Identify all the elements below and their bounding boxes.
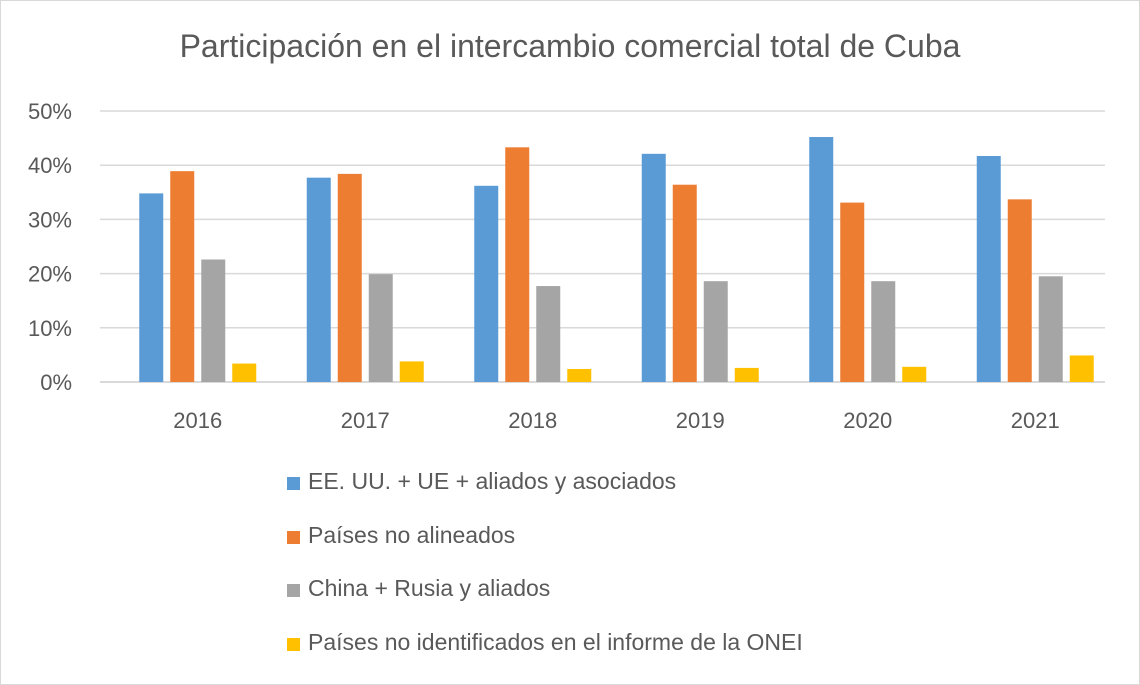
bar-2020-series-0	[809, 137, 834, 382]
bar-2021-series-3	[1069, 355, 1094, 382]
bar-2017-series-2	[368, 274, 393, 382]
bar-2019-series-0	[641, 153, 666, 382]
legend-item: Países no identificados en el informe de…	[287, 629, 803, 683]
bar-2019-series-1	[672, 184, 697, 382]
y-tick-label: 50%	[28, 99, 72, 124]
bar-2019-series-2	[703, 281, 728, 382]
legend-swatch	[287, 637, 300, 651]
bar-2016-series-2	[201, 259, 226, 382]
legend-label: China + Rusia y aliados	[308, 575, 551, 601]
x-tick-label: 2021	[1011, 408, 1060, 433]
bar-2017-series-3	[399, 361, 424, 382]
y-tick-label: 20%	[28, 262, 72, 287]
legend-swatch	[287, 477, 300, 490]
bar-2020-series-3	[902, 366, 927, 382]
y-tick-label: 30%	[28, 207, 72, 232]
x-tick-label: 2019	[676, 408, 725, 433]
bar-2019-series-3	[734, 367, 759, 382]
legend-swatch	[287, 584, 300, 597]
legend-label: EE. UU. + UE + aliados y asociados	[308, 468, 677, 494]
bar-2016-series-1	[170, 171, 195, 382]
chart-title: Participación en el intercambio comercia…	[179, 28, 961, 64]
y-tick-label: 40%	[28, 153, 72, 178]
bar-2021-series-1	[1007, 199, 1032, 382]
y-tick-label: 10%	[28, 316, 72, 341]
bar-2018-series-3	[567, 368, 592, 382]
bar-2016-series-3	[232, 363, 257, 382]
bar-2016-series-0	[139, 193, 164, 382]
legend-swatch	[287, 530, 300, 544]
bar-2018-series-2	[536, 286, 561, 382]
bar-2021-series-0	[976, 155, 1001, 382]
x-tick-label: 2016	[173, 408, 222, 433]
x-tick-label: 2020	[843, 408, 892, 433]
legend-item: EE. UU. + UE + aliados y asociados	[287, 468, 803, 522]
x-tick-label: 2018	[508, 408, 557, 433]
bar-2018-series-0	[474, 185, 499, 382]
bar-2021-series-2	[1038, 276, 1063, 382]
legend-item: China + Rusia y aliados	[287, 575, 803, 629]
bar-2020-series-2	[871, 281, 896, 382]
x-tick-label: 2017	[341, 408, 390, 433]
bar-2017-series-1	[337, 173, 362, 382]
legend-label: Países no identificados en el informe de…	[308, 628, 803, 655]
bar-2017-series-0	[306, 177, 331, 382]
bar-2020-series-1	[840, 202, 865, 382]
y-tick-label: 0%	[40, 370, 72, 395]
bar-2018-series-1	[505, 147, 530, 382]
legend-label: Países no alineados	[308, 521, 516, 548]
legend-item: Países no alineados	[287, 522, 803, 576]
legend: EE. UU. + UE + aliados y asociados Países…	[287, 468, 803, 682]
